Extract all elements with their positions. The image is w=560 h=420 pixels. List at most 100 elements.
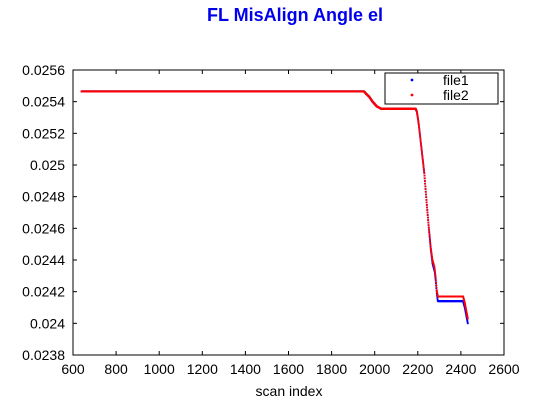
x-axis-label: scan index bbox=[256, 383, 323, 399]
data-point bbox=[427, 219, 430, 221]
data-point bbox=[464, 302, 466, 305]
data-point bbox=[422, 160, 424, 163]
legend-label-file1: file1 bbox=[443, 72, 469, 88]
chart-title: FL MisAlign Angle el bbox=[207, 5, 383, 25]
data-point bbox=[466, 314, 469, 317]
data-point bbox=[417, 118, 419, 120]
data-point bbox=[436, 290, 438, 293]
data-point bbox=[421, 158, 424, 161]
data-point bbox=[416, 112, 419, 115]
x-tick-label: 1600 bbox=[273, 361, 304, 377]
data-point bbox=[418, 128, 421, 131]
data-point bbox=[427, 226, 430, 229]
data-point bbox=[426, 206, 428, 209]
x-tick-label: 2000 bbox=[359, 361, 390, 377]
data-point bbox=[465, 312, 468, 314]
series-file2 bbox=[80, 90, 469, 320]
data-point bbox=[428, 237, 431, 240]
data-point bbox=[419, 141, 422, 144]
data-point bbox=[431, 257, 434, 260]
legend: file1 file2 bbox=[384, 72, 499, 105]
data-point bbox=[428, 233, 431, 235]
y-tick-label: 0.0256 bbox=[22, 62, 65, 78]
data-point bbox=[430, 251, 433, 253]
data-point bbox=[422, 166, 425, 169]
data-point bbox=[466, 320, 469, 322]
data-point bbox=[430, 249, 433, 252]
data-point bbox=[464, 307, 467, 310]
data-point bbox=[435, 284, 438, 286]
y-tick-label: 0.0246 bbox=[22, 220, 65, 236]
data-point bbox=[435, 281, 438, 284]
data-point bbox=[466, 321, 469, 324]
data-point bbox=[424, 190, 427, 193]
y-tick-label: 0.024 bbox=[30, 315, 65, 331]
data-point bbox=[420, 147, 423, 150]
data-point bbox=[435, 289, 438, 291]
x-tick-label: 2600 bbox=[488, 361, 519, 377]
data-point bbox=[426, 211, 429, 214]
data-point bbox=[429, 244, 432, 247]
data-point bbox=[428, 235, 431, 238]
y-tick-label: 0.0248 bbox=[22, 189, 65, 205]
data-point bbox=[416, 115, 419, 118]
data-point bbox=[420, 149, 423, 152]
data-point bbox=[425, 201, 428, 204]
data-point bbox=[424, 185, 427, 188]
data-point bbox=[423, 170, 425, 172]
data-point bbox=[424, 182, 427, 185]
data-point bbox=[416, 111, 418, 114]
data-point bbox=[430, 252, 433, 255]
data-point bbox=[434, 272, 437, 275]
legend-marker-file1 bbox=[410, 78, 414, 82]
data-point bbox=[428, 230, 431, 233]
data-point bbox=[415, 110, 418, 113]
data-point bbox=[466, 316, 469, 319]
data-point bbox=[419, 134, 421, 136]
data-point bbox=[463, 301, 466, 304]
y-tick-label: 0.0254 bbox=[22, 94, 65, 110]
data-point bbox=[465, 310, 468, 313]
data-point bbox=[419, 137, 422, 140]
x-tick-label: 1200 bbox=[187, 361, 218, 377]
data-point bbox=[417, 119, 420, 122]
data-point bbox=[416, 114, 419, 116]
data-point bbox=[434, 277, 437, 280]
legend-label-file2: file2 bbox=[443, 87, 469, 103]
y-tick-label: 0.025 bbox=[30, 157, 65, 173]
data-point bbox=[418, 132, 421, 134]
data-point bbox=[435, 286, 438, 289]
data-point bbox=[428, 228, 430, 231]
data-point bbox=[436, 297, 439, 299]
x-tick-label: 600 bbox=[61, 361, 85, 377]
data-point bbox=[465, 309, 468, 312]
data-point bbox=[430, 248, 432, 250]
data-point bbox=[419, 135, 422, 138]
data-point bbox=[429, 239, 431, 242]
x-tick-label: 1400 bbox=[230, 361, 261, 377]
data-point bbox=[421, 154, 424, 157]
data-point bbox=[420, 143, 422, 146]
x-tick-label: 1800 bbox=[316, 361, 347, 377]
data-point bbox=[426, 214, 429, 216]
data-point bbox=[436, 292, 439, 295]
data-point bbox=[466, 322, 469, 325]
y-tick-label: 0.0238 bbox=[22, 347, 65, 363]
data-point bbox=[465, 308, 467, 311]
data-point bbox=[422, 164, 425, 167]
data-point bbox=[427, 224, 430, 227]
data-point bbox=[424, 188, 427, 190]
data-point bbox=[464, 304, 467, 306]
data-point bbox=[434, 276, 437, 279]
data-point bbox=[428, 238, 431, 241]
data-point bbox=[436, 294, 439, 297]
data-point bbox=[466, 319, 469, 321]
data-point bbox=[434, 274, 437, 277]
data-point bbox=[464, 306, 467, 309]
data-point bbox=[417, 121, 420, 124]
data-point bbox=[466, 317, 469, 320]
legend-box bbox=[384, 72, 499, 105]
data-point bbox=[423, 174, 426, 177]
data-point bbox=[420, 151, 423, 153]
data-point bbox=[433, 268, 436, 271]
